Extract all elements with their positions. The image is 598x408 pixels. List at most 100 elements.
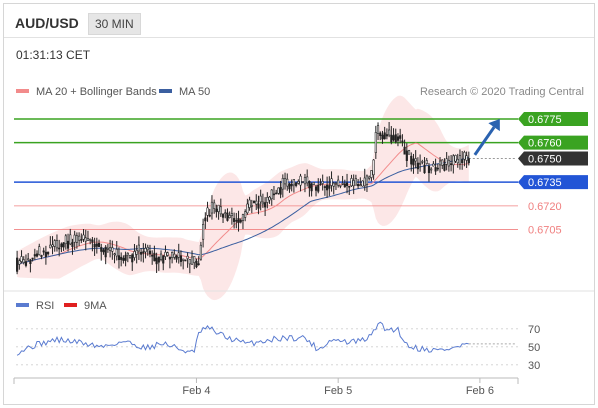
candle-body: [354, 178, 357, 186]
candle: [106, 243, 109, 253]
candle: [146, 244, 149, 256]
candle-body: [237, 218, 240, 224]
candle-body: [20, 256, 23, 262]
candle: [299, 173, 302, 192]
candle: [330, 171, 333, 192]
candle: [385, 128, 388, 140]
candle: [104, 245, 107, 265]
candle: [131, 253, 134, 271]
candle: [447, 155, 450, 172]
candle-body: [133, 251, 136, 258]
candle-body: [124, 254, 127, 261]
candle: [283, 172, 287, 190]
candle: [436, 163, 439, 172]
candle: [148, 244, 152, 258]
candle: [44, 245, 47, 265]
legend-swatch-0: [16, 89, 29, 93]
credit-text: Research © 2020 Trading Central: [420, 86, 584, 98]
candle-body: [66, 240, 70, 249]
chart-header: AUD/USD 30 MIN: [4, 4, 594, 38]
candle: [261, 193, 264, 208]
candle-body: [458, 155, 462, 165]
candle-body: [330, 178, 333, 186]
candle-body: [467, 158, 470, 164]
candle-body: [171, 252, 174, 258]
candle: [427, 162, 431, 182]
candle: [343, 179, 346, 188]
candle: [219, 198, 222, 217]
candle: [365, 174, 369, 193]
candle: [312, 182, 315, 186]
candle-body: [106, 247, 109, 250]
candle-body: [144, 248, 147, 253]
candle-body: [275, 192, 278, 195]
candle: [248, 196, 251, 211]
candle: [157, 256, 160, 271]
candle: [264, 197, 267, 217]
candle: [292, 179, 295, 193]
candle: [456, 153, 459, 168]
candle: [403, 139, 406, 155]
candle-body: [295, 182, 298, 186]
candle-body: [89, 238, 92, 241]
candle: [206, 201, 209, 222]
candle: [228, 211, 231, 219]
candle-body: [447, 159, 450, 167]
candle: [100, 243, 103, 261]
candle: [71, 238, 74, 255]
candle: [111, 240, 114, 260]
candle: [379, 131, 382, 141]
candle-body: [206, 207, 209, 216]
candle-body: [277, 187, 280, 194]
candle: [239, 218, 242, 224]
candle-body: [379, 132, 382, 137]
candle: [339, 184, 342, 189]
candle: [235, 212, 238, 229]
candle-body: [388, 129, 391, 136]
candle: [58, 239, 61, 257]
candle-body: [199, 244, 202, 260]
candle: [208, 208, 211, 218]
candle: [27, 252, 30, 262]
level-label-0.6750: 0.6750: [528, 153, 562, 165]
candle-body: [370, 170, 373, 178]
candle-body: [75, 235, 78, 243]
candle-body: [270, 189, 273, 200]
candle: [230, 207, 233, 225]
candle-body: [24, 261, 28, 266]
level-tag-0.6760: [518, 135, 588, 150]
candle: [303, 173, 307, 193]
candle: [168, 256, 171, 269]
candle-body: [193, 256, 196, 263]
candle-body: [135, 250, 138, 255]
candle: [334, 181, 338, 191]
candle: [117, 247, 121, 269]
candle: [350, 174, 353, 187]
candle-body: [186, 255, 189, 259]
candle: [199, 241, 202, 261]
candle-body: [58, 247, 61, 250]
candle: [266, 192, 269, 209]
candle-body: [29, 259, 32, 264]
candle: [109, 239, 112, 258]
candle-body: [299, 175, 302, 186]
candle: [306, 169, 309, 187]
candle-body: [51, 244, 54, 247]
candle-body: [69, 234, 72, 245]
candle: [124, 251, 127, 267]
candle: [392, 128, 395, 142]
candle: [35, 250, 39, 258]
candle-body: [109, 247, 112, 251]
candle: [295, 182, 298, 188]
candle-body: [228, 215, 231, 218]
candle: [182, 258, 185, 270]
candle-body: [100, 247, 103, 252]
candle-body: [403, 146, 406, 155]
timeframe-badge[interactable]: 30 MIN: [88, 13, 141, 35]
candle: [133, 243, 136, 261]
candle-body: [323, 186, 326, 188]
candle: [78, 232, 81, 246]
candle: [95, 237, 98, 254]
candle-body: [441, 159, 444, 166]
